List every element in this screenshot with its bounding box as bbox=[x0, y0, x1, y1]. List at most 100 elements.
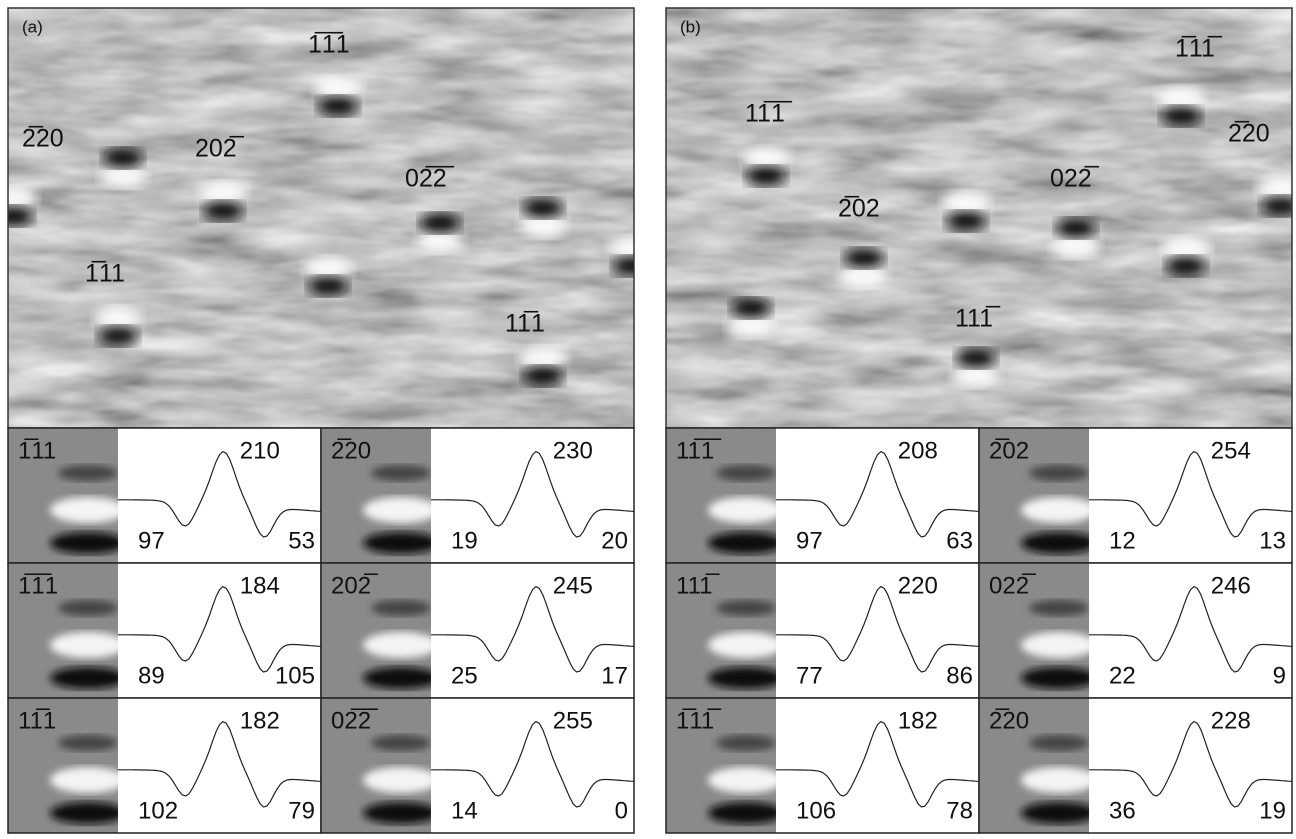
cell-label: 11̅1 bbox=[18, 707, 56, 734]
thumb-light bbox=[363, 632, 439, 658]
peak-value: 182 bbox=[898, 707, 938, 734]
page: {"panels": [ {"label": "(a)", "spot_labe… bbox=[0, 0, 1296, 839]
thumb-light bbox=[50, 767, 126, 793]
thumb-dark bbox=[50, 802, 126, 824]
right-min-value: 13 bbox=[1259, 527, 1286, 554]
thumb-dark bbox=[371, 735, 431, 751]
peak-value: 255 bbox=[553, 707, 593, 734]
spot-label: 1̅1̅1 bbox=[308, 31, 350, 59]
right-min-value: 63 bbox=[946, 527, 973, 554]
spot-label: 1̅11 bbox=[85, 260, 125, 288]
cell-label: 1̅11 bbox=[18, 437, 56, 464]
thumb-dark bbox=[708, 667, 784, 689]
right-min-value: 105 bbox=[275, 662, 315, 689]
thumb-dark bbox=[1029, 465, 1089, 481]
thumb-light bbox=[363, 767, 439, 793]
cell-label: 02̅2̅ bbox=[331, 707, 378, 734]
thumb-dark bbox=[1029, 735, 1089, 751]
thumb-light bbox=[50, 497, 126, 523]
peak-value: 184 bbox=[240, 572, 280, 599]
peak-value: 230 bbox=[553, 437, 593, 464]
left-min-value: 19 bbox=[451, 527, 478, 554]
thumb-dark bbox=[371, 600, 431, 616]
thumb-light bbox=[708, 767, 784, 793]
peak-value: 245 bbox=[553, 572, 593, 599]
spot-dark bbox=[98, 326, 138, 346]
thumb-light bbox=[50, 632, 126, 658]
spot-dark bbox=[523, 366, 563, 386]
thumb-dark bbox=[716, 465, 776, 481]
peak-value: 210 bbox=[240, 437, 280, 464]
thumb-dark bbox=[1021, 667, 1097, 689]
micrograph bbox=[666, 8, 1296, 428]
right-min-value: 17 bbox=[601, 662, 628, 689]
spot-dark bbox=[1166, 256, 1206, 276]
left-min-value: 14 bbox=[451, 797, 478, 824]
spot-dark bbox=[746, 166, 786, 186]
left-min-value: 22 bbox=[1109, 662, 1136, 689]
micrograph bbox=[0, 8, 657, 428]
right-min-value: 20 bbox=[601, 527, 628, 554]
left-min-value: 106 bbox=[796, 797, 836, 824]
thumb-dark bbox=[50, 532, 126, 554]
peak-value: 228 bbox=[1211, 707, 1251, 734]
panel-label: (b) bbox=[680, 17, 701, 36]
thumb-dark bbox=[1021, 802, 1097, 824]
thumb-dark bbox=[1021, 532, 1097, 554]
thumb-light bbox=[708, 497, 784, 523]
right-min-value: 86 bbox=[946, 662, 973, 689]
thumb-dark bbox=[58, 465, 118, 481]
cell-label: 2̅20 bbox=[331, 437, 371, 464]
left-min-value: 97 bbox=[796, 527, 823, 554]
thumb-light bbox=[1021, 497, 1097, 523]
cell-label: 2̅02 bbox=[989, 437, 1029, 464]
thumb-light bbox=[1021, 632, 1097, 658]
right-min-value: 79 bbox=[288, 797, 315, 824]
thumb-dark bbox=[363, 532, 439, 554]
peak-value: 246 bbox=[1211, 572, 1251, 599]
left-min-value: 97 bbox=[138, 527, 165, 554]
spot-dark bbox=[1161, 106, 1201, 126]
spot-dark bbox=[523, 198, 563, 218]
thumb-dark bbox=[708, 532, 784, 554]
spot-dark bbox=[956, 348, 996, 368]
spot-label: 2̅20 bbox=[1228, 120, 1270, 148]
left-min-value: 36 bbox=[1109, 797, 1136, 824]
figure: (a)2̅20202̅1̅1̅102̅2̅1̅1111̅11̅112109753… bbox=[0, 0, 1296, 839]
right-min-value: 9 bbox=[1273, 662, 1286, 689]
thumb-dark bbox=[58, 735, 118, 751]
spot-label: 2̅02 bbox=[838, 195, 880, 223]
spot-dark bbox=[308, 276, 348, 296]
thumb-dark bbox=[716, 735, 776, 751]
spot-dark bbox=[420, 213, 460, 233]
spot-label: 11̅1 bbox=[505, 310, 545, 338]
right-min-value: 53 bbox=[288, 527, 315, 554]
thumb-dark bbox=[1029, 600, 1089, 616]
left-min-value: 12 bbox=[1109, 527, 1136, 554]
spot-dark bbox=[203, 201, 243, 221]
cell-label: 1̅1̅1 bbox=[18, 572, 58, 599]
right-min-value: 0 bbox=[615, 797, 628, 824]
left-min-value: 77 bbox=[796, 662, 823, 689]
left-min-value: 89 bbox=[138, 662, 165, 689]
spot-dark bbox=[844, 248, 884, 268]
left-min-value: 25 bbox=[451, 662, 478, 689]
cell-label: 202̅ bbox=[331, 572, 378, 599]
thumb-dark bbox=[716, 600, 776, 616]
spot-dark bbox=[613, 256, 653, 276]
thumb-dark bbox=[708, 802, 784, 824]
spot-label: 2̅20 bbox=[22, 125, 64, 153]
thumb-light bbox=[363, 497, 439, 523]
thumb-dark bbox=[50, 667, 126, 689]
thumb-light bbox=[708, 632, 784, 658]
thumb-dark bbox=[58, 600, 118, 616]
right-min-value: 19 bbox=[1259, 797, 1286, 824]
spot-dark bbox=[318, 96, 358, 116]
cell-label: 2̅20 bbox=[989, 707, 1029, 734]
panel: (a)2̅20202̅1̅1̅102̅2̅1̅1111̅11̅112109753… bbox=[0, 8, 657, 833]
thumb-dark bbox=[363, 802, 439, 824]
left-min-value: 102 bbox=[138, 797, 178, 824]
thumb-dark bbox=[371, 465, 431, 481]
spot-dark bbox=[1056, 218, 1096, 238]
